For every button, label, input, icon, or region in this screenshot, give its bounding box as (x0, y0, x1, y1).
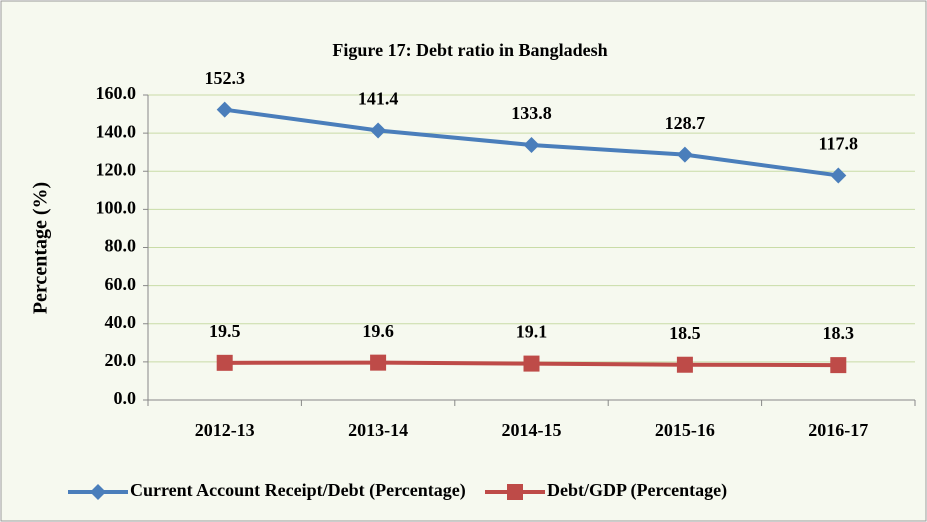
data-label: 19.6 (362, 321, 394, 341)
y-tick-label: 160.0 (96, 83, 137, 103)
point-marker (523, 136, 540, 153)
data-label: 19.5 (209, 321, 241, 341)
y-tick-label: 80.0 (105, 236, 137, 256)
data-label: 141.4 (358, 89, 399, 109)
point-marker (523, 355, 540, 372)
y-tick-label: 100.0 (96, 198, 137, 218)
x-tick-label: 2012-13 (195, 420, 255, 440)
point-marker (216, 101, 233, 118)
data-label: 133.8 (511, 103, 552, 123)
chart-title: Figure 17: Debt ratio in Bangladesh (332, 40, 607, 60)
point-marker (676, 146, 693, 163)
y-tick-label: 0.0 (114, 388, 137, 408)
legend-label: Debt/GDP (Percentage) (547, 480, 727, 501)
point-marker (370, 354, 387, 371)
x-tick-label: 2016-17 (808, 420, 868, 440)
x-tick-label: 2014-15 (502, 420, 562, 440)
legend-marker (507, 484, 523, 500)
y-tick-label: 40.0 (105, 312, 137, 332)
data-label: 19.1 (516, 322, 548, 342)
data-label: 128.7 (665, 113, 706, 133)
point-marker (676, 356, 693, 373)
point-marker (830, 167, 847, 184)
y-tick-label: 140.0 (96, 121, 137, 141)
point-marker (370, 122, 387, 139)
data-label: 117.8 (819, 134, 859, 154)
data-label: 18.5 (669, 323, 701, 343)
legend-marker (90, 484, 106, 500)
data-label: 18.3 (823, 323, 855, 343)
x-tick-label: 2013-14 (348, 420, 408, 440)
y-tick-label: 60.0 (105, 274, 137, 294)
data-label: 152.3 (204, 68, 245, 88)
legend-label: Current Account Receipt/Debt (Percentage… (130, 480, 466, 501)
point-marker (830, 357, 847, 374)
y-tick-label: 120.0 (96, 159, 137, 179)
y-axis-label: Percentage (%) (30, 182, 52, 314)
point-marker (216, 354, 233, 371)
x-tick-label: 2015-16 (655, 420, 715, 440)
y-tick-label: 20.0 (105, 350, 137, 370)
